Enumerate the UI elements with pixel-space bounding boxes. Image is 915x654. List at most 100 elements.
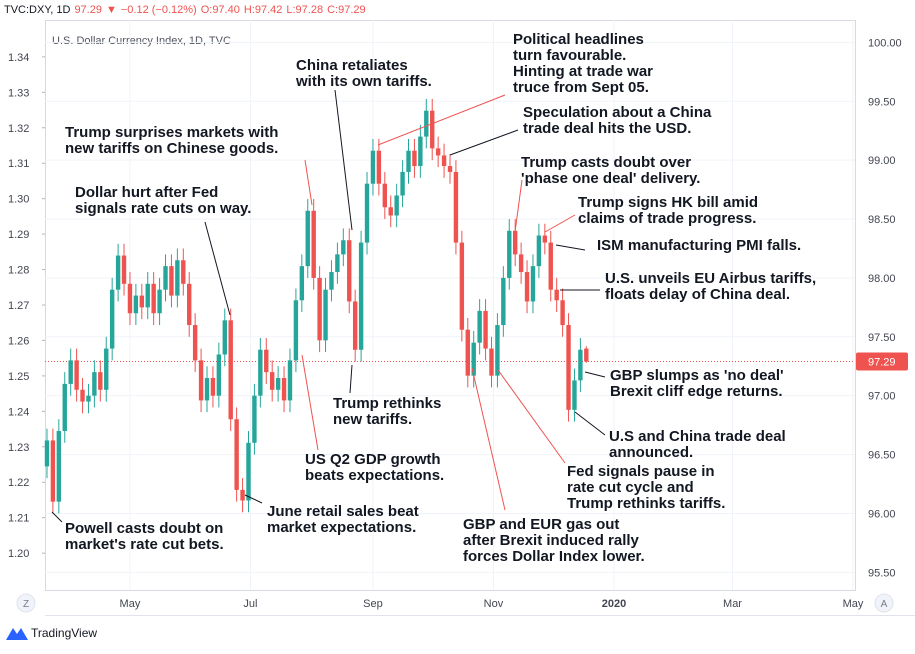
annotation-line: market expectations. <box>267 519 416 536</box>
candle-body <box>204 378 210 401</box>
annotation: Dollar hurt after Fed signals rate cuts o… <box>75 184 251 217</box>
annotation-line: GBP and EUR gas out <box>463 516 619 533</box>
logo <box>6 628 28 640</box>
candle-body <box>584 348 589 362</box>
annotation-line: Hinting at trade war <box>513 63 653 80</box>
x-tick-label: Sep <box>363 598 383 610</box>
annotation-pointer <box>514 179 523 233</box>
annotation: Trump casts doubt over'phase one deal' d… <box>521 154 700 187</box>
candle-body <box>281 378 287 401</box>
candle-body <box>80 389 85 402</box>
candle-body <box>234 419 239 490</box>
scale-button-label[interactable]: A <box>881 599 888 610</box>
y-tick-label: 1.21 <box>8 513 29 525</box>
header: TVC:DXY, 1D 97.29 ▼ −0.12 (−0.12%) O:97.40 H:… <box>4 4 366 16</box>
annotation-line: Brexit cliff edge returns. <box>610 383 783 400</box>
candle-body <box>483 310 488 349</box>
candle-body <box>210 378 216 396</box>
candle-body <box>133 295 139 314</box>
candle-body <box>335 254 340 273</box>
annotation-line: China retaliates <box>296 57 408 74</box>
annotation-pointer <box>51 511 63 523</box>
candle-body <box>430 110 435 149</box>
candle-body <box>145 283 150 308</box>
x-tick-label: 2020 <box>602 598 626 610</box>
annotation-line: GBP slumps as 'no deal' <box>610 367 784 384</box>
y-tick-label: 1.20 <box>8 548 29 560</box>
candle-body <box>560 300 565 326</box>
y-tick-label: 1.33 <box>8 87 29 99</box>
candle-body <box>311 210 316 278</box>
candle-body <box>169 266 174 296</box>
candle-body <box>56 431 62 502</box>
candle-body <box>400 171 405 196</box>
annotation: Powell casts doubt on market's rate cut b… <box>65 520 224 553</box>
candle-body <box>512 230 518 255</box>
candle-body <box>139 295 145 308</box>
candle-body <box>317 277 322 341</box>
x-tick-label: Nov <box>484 598 504 610</box>
annotation-line: Powell casts doubt on <box>65 520 223 537</box>
annotation: U.S. unveils EU Airbus tariffs, floats de… <box>605 270 816 303</box>
candle-body <box>477 310 482 343</box>
candle-body <box>104 348 109 390</box>
y-tick-label: 1.34 <box>8 52 29 64</box>
candle-body <box>264 349 269 373</box>
candle-body <box>74 360 79 390</box>
annotation-pointer <box>449 129 519 156</box>
candle-body <box>530 266 536 302</box>
candle-body <box>358 242 364 350</box>
candle-body <box>163 266 168 290</box>
annotation-line: June retail sales beat <box>267 503 419 520</box>
candle-body <box>175 260 180 296</box>
candle-body <box>228 320 233 420</box>
candle-body <box>376 150 382 184</box>
candle-body <box>252 395 257 443</box>
annotation-line: signals rate cuts on way. <box>75 200 251 217</box>
annotation: U.S and China trade deal announced. <box>609 428 786 461</box>
y-tick-label: 1.31 <box>8 158 29 170</box>
y-tick-label: 1.30 <box>8 194 29 206</box>
candle-body <box>181 260 186 284</box>
candle-body <box>305 210 310 267</box>
y-tick-label: 1.22 <box>8 477 29 489</box>
annotation-line: Trump surprises markets with <box>65 124 278 141</box>
candle-body <box>394 195 399 216</box>
annotation-line: Fed signals pause in <box>567 463 715 480</box>
x-tick-label: Jul <box>243 598 257 610</box>
annotation-pointer <box>301 354 319 451</box>
candle-body <box>364 183 370 243</box>
annotation: GBP and EUR gas out after Brexit induced … <box>463 516 645 565</box>
plot-frame <box>45 20 856 591</box>
annotation-line: announced. <box>609 444 693 461</box>
candle-body <box>151 283 156 314</box>
scale-button-label[interactable]: Z <box>23 599 29 610</box>
candle-body <box>542 235 548 243</box>
candle-body <box>424 110 429 137</box>
last-price-label: 97.29 <box>868 357 896 369</box>
candle-body <box>44 440 50 467</box>
candle-body <box>50 440 56 502</box>
candle-body <box>157 289 162 314</box>
candle-body <box>489 348 494 376</box>
annotation-pointer <box>349 364 353 394</box>
candle-body <box>548 242 553 290</box>
candle-body <box>299 266 305 301</box>
header-item: ▼ <box>106 4 117 16</box>
y2-tick-label: 98.50 <box>868 214 896 226</box>
annotation-line: Political headlines <box>513 31 644 48</box>
annotation-pointer <box>544 214 576 233</box>
candle-body <box>435 148 441 156</box>
scale-button[interactable] <box>16 593 36 613</box>
x-tick-label: May <box>843 598 864 610</box>
candle-body <box>453 171 459 243</box>
scale-button[interactable] <box>874 593 894 613</box>
footer: TradingView <box>6 626 97 640</box>
candle-body <box>187 283 192 326</box>
annotation-line: Speculation about a China <box>523 104 712 121</box>
annotation-line: 'phase one deal' delivery. <box>521 170 700 187</box>
annotation: Political headlines turn favourable. Hinti… <box>513 31 653 96</box>
y2-tick-label: 97.00 <box>868 391 896 403</box>
candle-body <box>370 150 376 184</box>
